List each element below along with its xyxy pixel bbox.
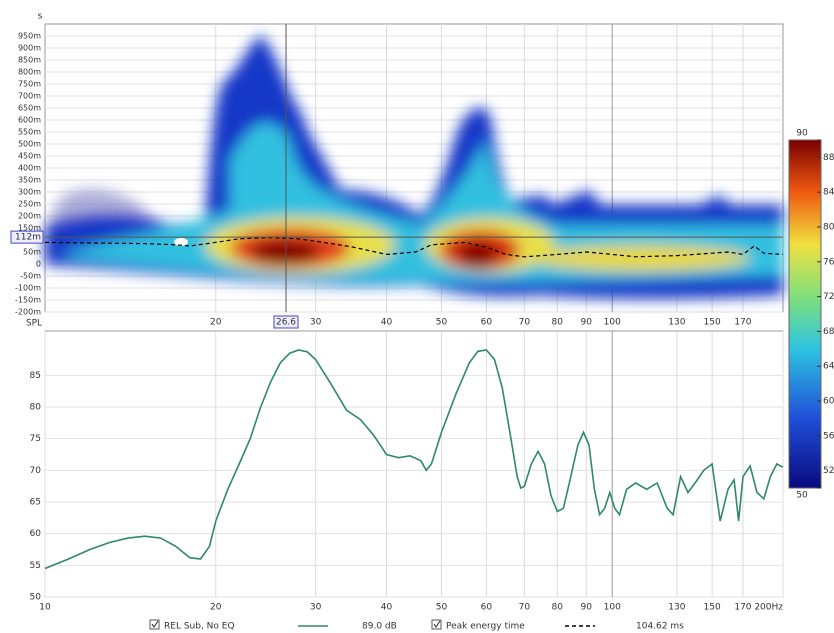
x-tick-label: 150 (704, 603, 721, 613)
y-tick-label: 50m (23, 248, 41, 257)
y-tick-label: 150m (18, 224, 41, 233)
x-tick-label: 80 (552, 603, 564, 613)
x-tick-label: 50 (436, 603, 448, 613)
x-tick-label: 40 (381, 318, 393, 328)
x-tick-label: 30 (310, 318, 322, 328)
y-tick-label: 400m (18, 164, 41, 173)
colorbar-label: 56 (823, 431, 834, 441)
y-tick-label: -100m (15, 284, 41, 293)
y-tick-label: 850m (18, 56, 41, 65)
x-tick-label: 70 (519, 603, 531, 613)
x-tick-label: 150 (704, 318, 721, 328)
y-tick-label: 85 (30, 371, 41, 381)
colorbar-label: 60 (823, 397, 834, 407)
x-tick-label: 60 (481, 603, 493, 613)
spectrogram (45, 35, 783, 299)
x-tick-label: 90 (581, 603, 593, 613)
x-tick-label: 90 (581, 318, 593, 328)
y-tick-label: 70 (30, 466, 42, 476)
legend (149, 619, 442, 630)
colorbar (788, 139, 822, 489)
x-tick-label: 20 (210, 603, 222, 613)
legend-readout: 104.62 ms (636, 622, 684, 632)
y-tick-label: 700m (18, 92, 41, 101)
x-tick-label: 100 (604, 603, 621, 613)
y-tick-label: 250m (18, 200, 41, 209)
y-tick-label: 450m (18, 152, 41, 161)
x-tick-label: 80 (552, 318, 564, 328)
x-tick-label: 170 (734, 318, 751, 328)
y-tick-label: -200m (15, 308, 41, 317)
x-tick-label: 130 (668, 318, 685, 328)
legend-checkbox[interactable] (149, 619, 160, 630)
x-tick-label: 20 (210, 318, 222, 328)
y-tick-label: 600m (18, 116, 41, 125)
legend-readout: 89.0 dB (362, 622, 397, 632)
y-tick-label: 75 (30, 434, 41, 444)
y-tick-label: 950m (18, 32, 41, 41)
cursor-box (10, 230, 44, 244)
y-axis-label: s (38, 12, 43, 22)
series-line (44, 349, 784, 570)
y-tick-label: 200m (18, 212, 41, 221)
y-tick-label: -50m (20, 272, 41, 281)
x-tick-label: 130 (668, 603, 685, 613)
x-tick-label: 170 (734, 603, 751, 613)
check-mark (151, 620, 159, 628)
colorbar-label: 90 (796, 129, 808, 139)
y-tick-label: 55 (30, 561, 41, 571)
y-tick-label: 900m (18, 44, 41, 53)
y-tick-label: 350m (18, 176, 41, 185)
x-tick-label: 200Hz (754, 603, 783, 613)
x-tick-label: 100 (604, 318, 621, 328)
colorbar-label: 84 (823, 188, 834, 198)
y-axis-label: SPL (26, 319, 42, 329)
y-tick-label: 50 (30, 593, 42, 603)
cursor-box (273, 315, 299, 329)
cursor-x-label: 26.6 (276, 318, 296, 328)
legend-checkbox[interactable] (431, 619, 442, 630)
x-tick-label: 40 (381, 603, 393, 613)
colorbar-label: 72 (823, 292, 834, 302)
check-mark (433, 620, 441, 628)
legend-label: Peak energy time (446, 622, 525, 632)
x-tick-label: 30 (310, 603, 322, 613)
y-tick-label: 0 (36, 260, 41, 269)
y-tick-label: 60 (30, 529, 42, 539)
y-tick-label: 800m (18, 68, 41, 77)
colorbar-label: 80 (823, 223, 834, 233)
x-tick-label: 70 (519, 318, 531, 328)
bottom-plot-frame (44, 330, 784, 598)
y-tick-label: 650m (18, 104, 41, 113)
colorbar-label: 68 (823, 327, 834, 337)
colorbar-label: 88 (823, 153, 834, 163)
y-tick-label: 300m (18, 188, 41, 197)
x-tick-label: 60 (481, 318, 493, 328)
colorbar-label: 64 (823, 362, 834, 372)
legend-label: REL Sub, No EQ (164, 622, 235, 632)
y-tick-label: 65 (30, 498, 41, 508)
colorbar-label: 50 (796, 491, 808, 501)
y-tick-label: 500m (18, 140, 41, 149)
y-tick-label: -150m (15, 296, 41, 305)
y-tick-label: 750m (18, 80, 41, 89)
y-tick-label: 550m (18, 128, 41, 137)
spectrogram-hole (174, 238, 188, 246)
x-tick-label: 50 (436, 318, 448, 328)
y-tick-label: 80 (30, 403, 42, 413)
cursor-y-label: 112m (15, 233, 41, 243)
colorbar-label: 76 (823, 257, 834, 267)
colorbar-label: 52 (823, 466, 834, 476)
x-tick-label: 10 (39, 603, 51, 613)
